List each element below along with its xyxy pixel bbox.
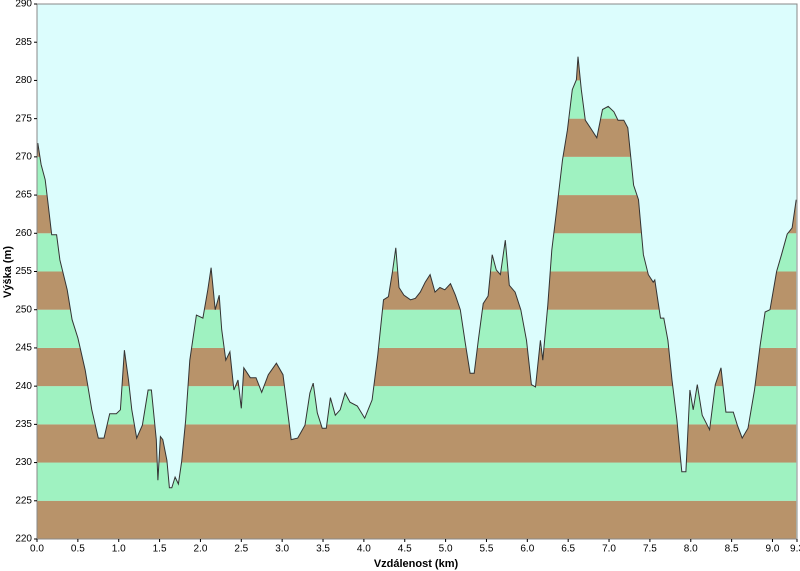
y-tick-label: 235 — [15, 419, 32, 430]
y-tick-label: 260 — [15, 228, 32, 239]
x-tick-label: 0.5 — [71, 544, 85, 555]
x-tick-label: 4.0 — [357, 544, 371, 555]
y-tick-label: 255 — [15, 266, 32, 277]
x-tick-label: 8.0 — [684, 544, 698, 555]
y-tick-label: 245 — [15, 343, 32, 354]
x-tick-label: 9.0 — [766, 544, 780, 555]
x-tick-label: 6.5 — [561, 544, 575, 555]
y-tick-label: 270 — [15, 151, 32, 162]
y-tick-label: 240 — [15, 381, 32, 392]
x-tick-label: 3.5 — [316, 544, 330, 555]
y-tick-label: 250 — [15, 304, 32, 315]
x-tick-label: 3.0 — [275, 544, 289, 555]
y-tick-label: 285 — [15, 37, 32, 48]
y-tick-label: 220 — [15, 534, 32, 545]
x-tick-label: 6.0 — [520, 544, 534, 555]
y-tick-label: 290 — [15, 0, 32, 10]
x-tick-label: 5.0 — [439, 544, 453, 555]
x-tick-label: 1.0 — [112, 544, 126, 555]
y-tick-label: 280 — [15, 75, 32, 86]
x-tick-label: 7.0 — [602, 544, 616, 555]
x-axis-title: Vzdálenost (km) — [374, 558, 459, 570]
y-tick-label: 230 — [15, 457, 32, 468]
elevation-band — [37, 500, 797, 539]
elevation-line — [36, 56, 797, 489]
chart-layer: 220 225 230 235 240 245 250 255 260 265 270 275 280 2… — [15, 0, 800, 555]
x-tick-label: 0.0 — [30, 544, 44, 555]
x-tick-label: 9.3 — [790, 544, 800, 555]
y-tick-label: 265 — [15, 190, 32, 201]
x-tick-label: 2.5 — [234, 544, 248, 555]
elevation-band — [37, 462, 797, 501]
x-tick-label: 5.5 — [480, 544, 494, 555]
x-tick-label: 4.5 — [398, 544, 412, 555]
y-tick-label: 225 — [15, 495, 32, 506]
x-tick-label: 7.5 — [643, 544, 657, 555]
y-tick-label: 275 — [15, 113, 32, 124]
y-axis-title: Výška (m) — [2, 246, 14, 298]
x-tick-label: 2.0 — [193, 544, 207, 555]
x-tick-label: 1.5 — [153, 544, 167, 555]
x-tick-label: 8.5 — [725, 544, 739, 555]
